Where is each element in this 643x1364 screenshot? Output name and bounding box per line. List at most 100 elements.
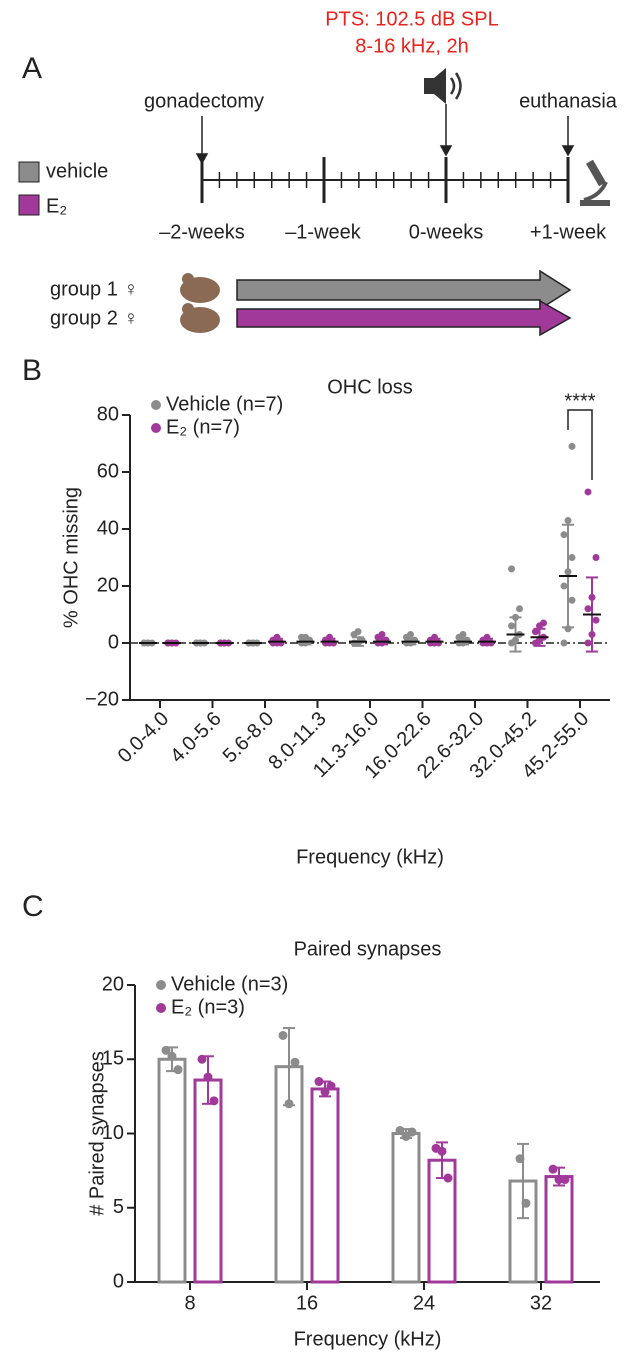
event-label: gonadectomy bbox=[144, 90, 264, 112]
legend-label: Vehicle (n=7) bbox=[166, 393, 283, 415]
data-point bbox=[431, 633, 438, 641]
bar bbox=[544, 1175, 574, 1284]
data-point bbox=[302, 633, 309, 641]
y-tick-label: 0 bbox=[113, 1270, 124, 1292]
y-tick-label: 20 bbox=[102, 973, 124, 995]
data-point bbox=[540, 619, 547, 627]
data-point bbox=[459, 630, 467, 638]
data-point bbox=[516, 605, 523, 613]
y-tick-label: 0 bbox=[108, 631, 119, 653]
y-tick-label: 40 bbox=[97, 517, 119, 539]
data-point bbox=[435, 639, 442, 647]
panel-label: C bbox=[22, 890, 44, 923]
data-point bbox=[203, 1072, 213, 1082]
x-tick-label: 32 bbox=[530, 1292, 552, 1314]
x-axis-label: Frequency (kHz) bbox=[294, 1328, 442, 1350]
legend-label: E₂ bbox=[46, 195, 67, 217]
data-point bbox=[508, 622, 515, 630]
y-tick-label: 10 bbox=[102, 1122, 124, 1144]
x-tick-label: 0.0-4.0 bbox=[114, 708, 174, 768]
x-tick-label: 8 bbox=[184, 1292, 195, 1314]
group-label: group 1 ♀ bbox=[50, 278, 138, 300]
bar bbox=[193, 1078, 223, 1284]
data-point bbox=[358, 636, 366, 644]
group-arrow bbox=[236, 299, 572, 337]
data-point bbox=[560, 639, 568, 647]
timeline-label: –2-weeks bbox=[159, 221, 245, 243]
significance-label: **** bbox=[564, 390, 595, 412]
timeline bbox=[200, 157, 570, 203]
mouse-icon bbox=[180, 273, 220, 333]
data-point bbox=[395, 1126, 405, 1136]
x-tick-label: 24 bbox=[413, 1292, 435, 1314]
data-point bbox=[584, 639, 592, 647]
speaker-icon bbox=[424, 68, 462, 104]
timeline-label: –1-week bbox=[285, 221, 362, 243]
y-tick-label: 15 bbox=[102, 1048, 124, 1070]
x-tick-label: 4.0-5.6 bbox=[166, 708, 226, 768]
bar bbox=[508, 1179, 538, 1284]
data-point bbox=[277, 639, 285, 647]
data-point bbox=[411, 636, 418, 644]
data-point bbox=[568, 554, 576, 561]
y-tick-label: −20 bbox=[85, 688, 119, 710]
data-point bbox=[382, 636, 390, 644]
data-point bbox=[548, 1164, 558, 1174]
legend-marker bbox=[151, 400, 161, 410]
data-point bbox=[209, 1096, 219, 1106]
data-point bbox=[161, 1045, 171, 1055]
data-point bbox=[167, 1051, 177, 1061]
bar bbox=[310, 1087, 340, 1284]
data-point bbox=[407, 1127, 417, 1137]
data-point bbox=[483, 633, 491, 641]
panel-label: A bbox=[22, 52, 42, 85]
arrows bbox=[195, 104, 575, 165]
exposure-text: 8-16 kHz, 2h bbox=[355, 35, 468, 57]
legend-label: E₂ (n=3) bbox=[171, 996, 245, 1018]
exposure-text: PTS: 102.5 dB SPL bbox=[325, 8, 498, 30]
data-point bbox=[314, 1077, 324, 1087]
data-point bbox=[588, 630, 596, 638]
legend-label: vehicle bbox=[46, 160, 108, 182]
data-point bbox=[560, 531, 568, 539]
timeline-label: 0-weeks bbox=[409, 221, 483, 243]
data-point bbox=[273, 633, 281, 641]
data-point bbox=[568, 596, 576, 604]
y-tick-label: 20 bbox=[97, 574, 119, 596]
data-point bbox=[532, 628, 539, 636]
y-axis-label: % OHC missing bbox=[60, 487, 82, 628]
data-point bbox=[568, 442, 576, 450]
data-point bbox=[508, 565, 515, 573]
data-point bbox=[584, 488, 592, 496]
legend-label: Vehicle (n=3) bbox=[171, 973, 288, 995]
y-tick-label: 60 bbox=[97, 460, 119, 482]
data-point bbox=[354, 628, 362, 636]
data-point bbox=[521, 1198, 531, 1208]
timeline-label: +1-week bbox=[530, 221, 607, 243]
y-tick-label: 80 bbox=[97, 403, 119, 425]
legend-swatch bbox=[18, 194, 40, 216]
legend-label: E₂ (n=7) bbox=[166, 416, 240, 438]
data-point bbox=[512, 636, 519, 644]
data-point bbox=[407, 630, 414, 638]
data-point bbox=[284, 1099, 294, 1109]
group-arrow bbox=[236, 269, 572, 311]
data-point bbox=[487, 639, 495, 647]
bar bbox=[157, 1057, 187, 1284]
data-point bbox=[564, 516, 572, 524]
data-point bbox=[437, 1146, 447, 1156]
data-point bbox=[378, 630, 386, 638]
legend-marker bbox=[156, 1003, 166, 1013]
event-label: euthanasia bbox=[519, 90, 618, 112]
data-point bbox=[173, 1065, 183, 1075]
data-point bbox=[515, 1154, 525, 1164]
group-label: group 2 ♀ bbox=[50, 307, 138, 329]
legend-marker bbox=[151, 423, 161, 433]
data-point bbox=[512, 613, 519, 621]
y-axis-label: # Paired synapses bbox=[86, 1051, 108, 1216]
data-point bbox=[197, 1054, 207, 1064]
chart-title: OHC loss bbox=[327, 376, 413, 398]
data-point bbox=[592, 554, 600, 561]
data-point bbox=[326, 633, 333, 641]
